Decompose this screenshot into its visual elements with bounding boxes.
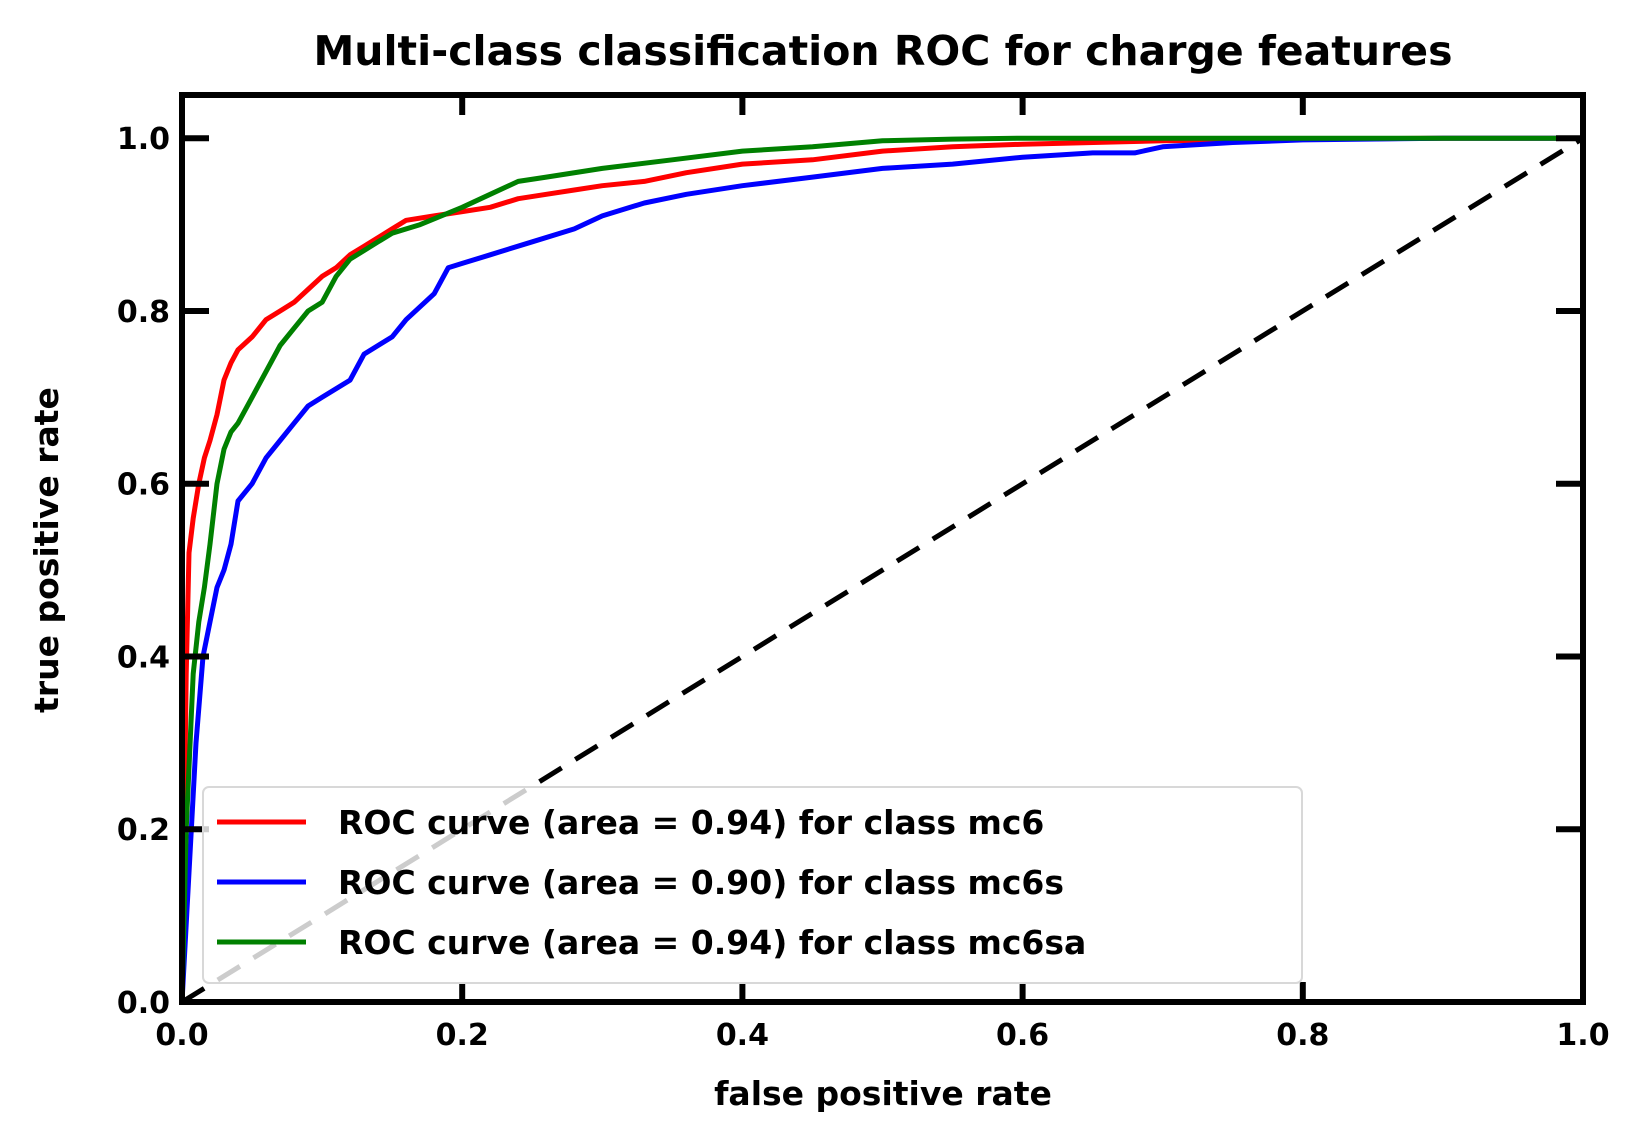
x-tick-label: 0.2 <box>436 1018 489 1053</box>
roc-curve-series-2 <box>179 135 1583 1003</box>
y-tick-label: 0.8 <box>117 295 170 330</box>
y-axis-ticks: 0.0 0.2 0.4 0.6 0.8 1.0 <box>117 122 1583 1021</box>
x-tick-label: 0.8 <box>1276 1018 1329 1053</box>
y-tick-label: 0.2 <box>117 813 170 848</box>
y-tick-label: 1.0 <box>117 122 170 157</box>
roc-curve-series-1 <box>179 135 1583 1003</box>
chart-title: Multi-class classification ROC for charg… <box>314 27 1453 75</box>
y-axis-label: true positive rate <box>27 387 66 713</box>
y-tick-label: 0.4 <box>117 640 170 675</box>
legend-entry-2: ROC curve (area = 0.90) for class mc6s <box>338 863 1064 902</box>
x-tick-label: 0.6 <box>996 1018 1049 1053</box>
legend-box <box>202 786 1303 984</box>
x-tick-label: 0.4 <box>716 1018 769 1053</box>
legend-entry-1: ROC curve (area = 0.94) for class mc6 <box>338 803 1044 842</box>
legend: ROC curve (area = 0.94) for class mc6 ROC… <box>202 786 1303 984</box>
plot-frame <box>179 92 1586 1005</box>
x-axis-label: false positive rate <box>714 1074 1052 1113</box>
y-tick-label: 0.0 <box>117 986 170 1021</box>
roc-curve-series-3 <box>179 135 1583 1003</box>
x-tick-label: 0.0 <box>155 1018 208 1053</box>
y-tick-label: 0.6 <box>117 468 170 503</box>
legend-entry-3: ROC curve (area = 0.94) for class mc6sa <box>338 923 1086 962</box>
x-tick-label: 1.0 <box>1556 1018 1609 1053</box>
